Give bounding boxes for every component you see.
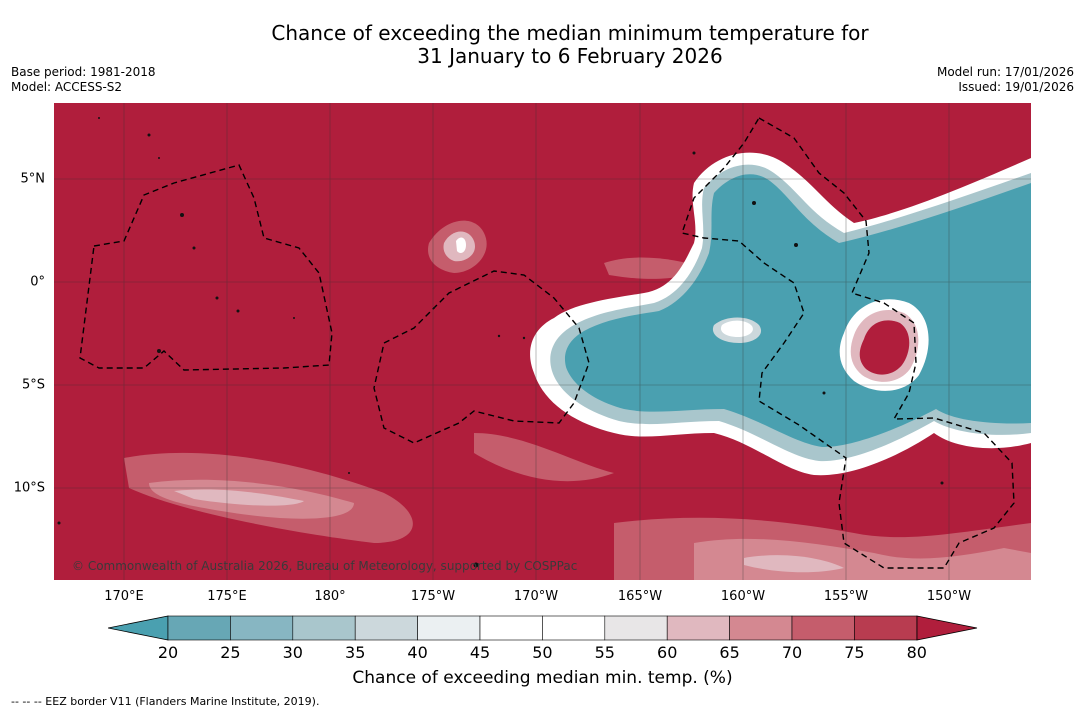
colorbar-tick-75: 75: [844, 643, 865, 662]
model-name: Model: ACCESS-S2: [11, 80, 123, 94]
lon-label-170w: 170°W: [513, 589, 559, 604]
colorbar-tick-30: 30: [282, 643, 303, 662]
lat-label-10s: 10°S: [13, 480, 45, 496]
colorbar-bin: [167, 615, 231, 641]
colorbar-over-arrow: [916, 615, 978, 641]
probability-map: © Commonwealth of Australia 2026, Bureau…: [54, 103, 1031, 580]
colorbar-tick-80: 80: [906, 643, 927, 662]
copyright-notice: © Commonwealth of Australia 2026, Bureau…: [72, 559, 577, 573]
islands: [57, 117, 944, 568]
lon-label-160w: 160°W: [720, 589, 766, 604]
colorbar-tick-60: 60: [657, 643, 678, 662]
colorbar-bin: [791, 615, 855, 641]
chart-title: Chance of exceeding the median minimum t…: [200, 22, 940, 68]
colorbar-bin: [354, 615, 418, 641]
lat-label-5s: 5°S: [21, 377, 45, 393]
colorbar-under-arrow: [108, 615, 169, 641]
title-line-2: 31 January to 6 February 2026: [417, 44, 723, 68]
graticule: [54, 103, 1031, 580]
colorbar-bin: [292, 615, 356, 641]
colorbar-tick-20: 20: [157, 643, 179, 662]
base-period: Base period: 1981-2018: [11, 65, 156, 79]
lat-label-0: 0°: [30, 274, 45, 290]
colorbar-tick-50: 50: [532, 643, 553, 662]
lon-label-165w: 165°W: [617, 589, 663, 604]
lon-label-175w: 175°W: [410, 589, 456, 604]
colorbar-label: Chance of exceeding median min. temp. (%…: [352, 668, 733, 688]
colorbar-tick-25: 25: [220, 643, 241, 662]
colorbar-bin: [666, 615, 730, 641]
lat-label-5n: 5°N: [20, 171, 46, 187]
colorbar-bin: [729, 615, 793, 641]
colorbar-bin: [604, 615, 668, 641]
lon-label-170e: 170°E: [104, 589, 144, 604]
colorbar-tick-35: 35: [345, 643, 366, 662]
southern-warm-band: [124, 433, 1031, 580]
colorbar-bins: [167, 615, 918, 641]
meta-left: Base period: 1981-2018 Model: ACCESS-S2: [11, 65, 156, 95]
colorbar-tick-70: 70: [781, 643, 803, 662]
eez-borders: [79, 117, 1015, 569]
lon-label-175e: 175°E: [207, 589, 247, 604]
title-line-1: Chance of exceeding the median minimum t…: [271, 21, 869, 45]
lon-label-150w: 150°W: [926, 589, 972, 604]
colorbar-bin: [542, 615, 606, 641]
issued-date: Issued: 19/01/2026: [958, 80, 1074, 94]
colorbar-tick-40: 40: [407, 643, 428, 662]
colorbar-bin: [854, 615, 918, 641]
lon-label-180: 180°: [314, 589, 346, 604]
colorbar-tick-65: 65: [719, 643, 740, 662]
colorbar-tick-45: 45: [469, 643, 491, 662]
colorbar: [108, 615, 978, 641]
eez-footnote: -- -- -- EEZ border V11 (Flanders Marine…: [11, 695, 320, 708]
meta-right: Model run: 17/01/2026 Issued: 19/01/2026: [937, 65, 1074, 95]
colorbar-tick-55: 55: [594, 643, 615, 662]
northern-warm-patch: [428, 220, 704, 279]
colorbar-bin: [479, 615, 543, 641]
model-run: Model run: 17/01/2026: [936, 65, 1074, 79]
colorbar-bin: [417, 615, 481, 641]
colorbar-bin: [230, 615, 294, 641]
lon-label-155w: 155°W: [823, 589, 869, 604]
